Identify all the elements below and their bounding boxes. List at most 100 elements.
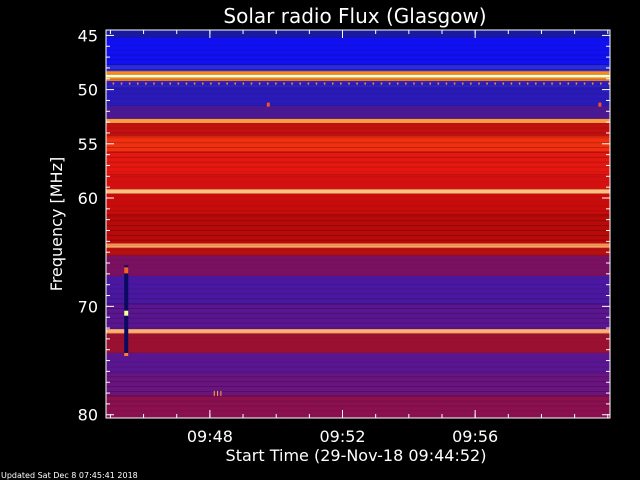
interference-mark bbox=[217, 390, 219, 396]
interference-dot bbox=[478, 82, 480, 85]
texture-streak bbox=[106, 312, 610, 314]
interference-dot bbox=[120, 82, 123, 85]
texture-streak bbox=[106, 410, 610, 412]
texture-streak bbox=[106, 361, 610, 363]
texture-streak bbox=[106, 293, 610, 295]
spectrum-band bbox=[106, 304, 610, 330]
texture-streak bbox=[106, 371, 610, 373]
interference-dot bbox=[380, 82, 383, 85]
texture-streak bbox=[106, 386, 610, 388]
texture-streak bbox=[106, 122, 610, 124]
texture-streak bbox=[106, 395, 610, 397]
interference-dot bbox=[169, 82, 171, 85]
texture-streak bbox=[106, 249, 610, 251]
texture-streak bbox=[106, 103, 610, 104]
spectrum-band bbox=[106, 243, 610, 248]
interference-dot bbox=[283, 82, 285, 85]
texture-streak bbox=[106, 44, 610, 46]
spectrum-band bbox=[106, 395, 610, 418]
spectrum-band bbox=[106, 123, 610, 137]
spectrum-band bbox=[106, 276, 610, 305]
y-tick-label: 70 bbox=[78, 297, 98, 316]
texture-streak bbox=[106, 49, 610, 51]
interference-dot bbox=[161, 82, 163, 85]
interference-dot bbox=[518, 82, 521, 85]
y-axis-label: Frequency [MHz] bbox=[47, 157, 66, 291]
interference-dot bbox=[421, 82, 423, 85]
x-tick-label: 09:48 bbox=[187, 427, 233, 446]
texture-streak bbox=[106, 118, 610, 119]
interference-dot bbox=[323, 82, 326, 85]
texture-streak bbox=[106, 366, 610, 368]
spectrum-band bbox=[106, 174, 610, 190]
texture-streak bbox=[106, 234, 610, 236]
interference-dot bbox=[250, 82, 253, 85]
x-tick-label: 09:56 bbox=[452, 427, 498, 446]
interference-dot bbox=[112, 82, 115, 85]
texture-streak bbox=[106, 381, 610, 383]
texture-streak bbox=[106, 200, 610, 202]
texture-streak bbox=[106, 283, 610, 285]
interference-dot bbox=[315, 82, 318, 85]
interference-dot bbox=[299, 82, 301, 85]
interference-dot bbox=[461, 82, 464, 85]
texture-streak bbox=[106, 137, 610, 139]
interference-dot bbox=[413, 82, 415, 85]
interference-dot bbox=[185, 82, 188, 85]
chart-title: Solar radio Flux (Glasgow) bbox=[223, 4, 486, 28]
interference-dot bbox=[437, 82, 440, 85]
texture-streak bbox=[106, 415, 610, 417]
texture-streak bbox=[106, 156, 610, 158]
texture-streak bbox=[106, 390, 610, 392]
plot-frame bbox=[105, 29, 611, 419]
interference-dot bbox=[429, 82, 431, 85]
interference-dot bbox=[177, 82, 180, 85]
x-tick-label: 09:52 bbox=[319, 427, 365, 446]
spectrum-band bbox=[106, 247, 610, 256]
interference-dot bbox=[535, 82, 537, 85]
texture-streak bbox=[106, 64, 610, 66]
texture-streak bbox=[106, 151, 610, 153]
interference-dot bbox=[201, 82, 204, 85]
interference-dot bbox=[356, 82, 358, 85]
texture-streak bbox=[106, 166, 610, 168]
texture-streak bbox=[106, 54, 610, 56]
texture-streak bbox=[106, 181, 610, 182]
interference-dot bbox=[210, 82, 212, 85]
spectrum-band bbox=[106, 329, 610, 334]
spectrum-band bbox=[106, 189, 610, 194]
texture-streak bbox=[106, 400, 610, 402]
texture-streak bbox=[106, 259, 610, 260]
interference-dot bbox=[153, 82, 155, 85]
interference-dot bbox=[388, 82, 391, 85]
spectrum-band bbox=[106, 105, 610, 119]
texture-streak bbox=[106, 171, 610, 173]
interference-dot bbox=[372, 82, 375, 85]
y-axis: 45 50 55 60 70 80 bbox=[78, 26, 610, 425]
texture-streak bbox=[106, 73, 610, 75]
texture-streak bbox=[106, 132, 610, 134]
interference-dot bbox=[218, 82, 220, 85]
interference-dot bbox=[502, 82, 505, 85]
texture-streak bbox=[106, 59, 610, 61]
texture-streak bbox=[106, 229, 610, 231]
y-tick-label: 55 bbox=[78, 135, 98, 154]
texture-streak bbox=[106, 264, 610, 265]
spectrum-band bbox=[106, 255, 610, 277]
x-axis-label: Start Time (29-Nov-18 09:44:52) bbox=[226, 446, 487, 465]
interference-dot bbox=[128, 82, 131, 85]
interference-dot bbox=[266, 82, 269, 85]
plot-area bbox=[105, 29, 611, 419]
interference-dot bbox=[226, 82, 228, 85]
interference-spot bbox=[598, 102, 602, 107]
y-tick-label: 45 bbox=[78, 26, 98, 45]
interference-dot bbox=[307, 82, 310, 85]
texture-streak bbox=[106, 98, 610, 100]
texture-streak bbox=[106, 307, 610, 309]
interference-dot bbox=[591, 82, 594, 85]
y-tick-label: 60 bbox=[78, 189, 98, 208]
texture-streak bbox=[106, 147, 610, 149]
texture-streak bbox=[106, 186, 610, 187]
interference-dot bbox=[551, 82, 553, 85]
texture-streak bbox=[106, 142, 610, 144]
